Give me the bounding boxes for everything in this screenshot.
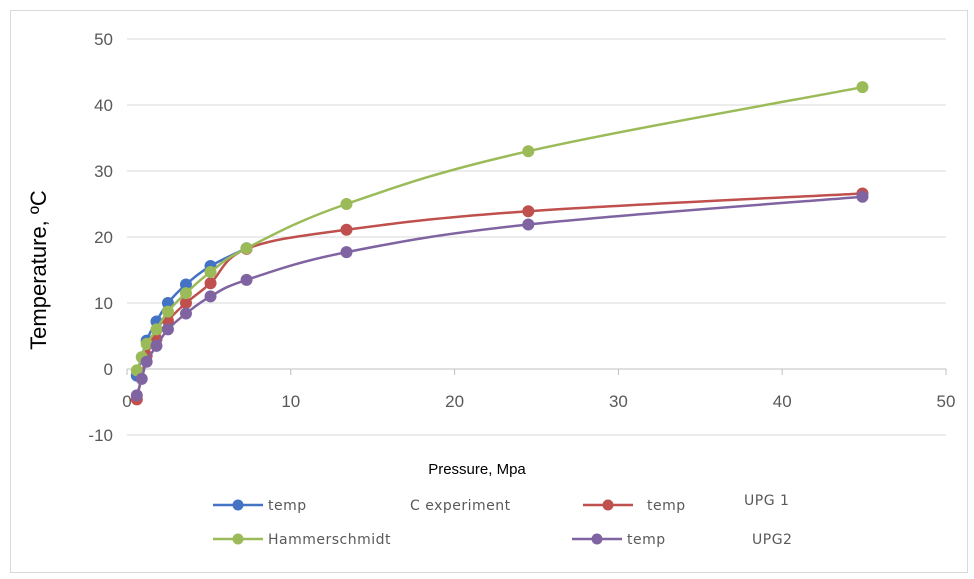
legend-label-temp-c-experiment-text: C experiment <box>410 498 511 514</box>
series-line-temp-upg2 <box>135 195 863 396</box>
legend-label-temp-upg2-text: UPG2 <box>752 532 792 548</box>
data-point-hammerschmidt <box>161 305 174 318</box>
data-point-temp-upg2 <box>340 246 353 259</box>
data-point-temp-upg2 <box>204 290 217 303</box>
data-point-hammerschmidt <box>140 337 153 350</box>
legend-label-temp-upg1-text: UPG 1 <box>744 493 789 509</box>
y-tick-label: 0 <box>104 360 113 379</box>
y-axis-title: Temperature, ºC <box>26 190 51 350</box>
legend-label-hammerschmidt: Hammerschmidt <box>268 532 391 548</box>
series-group <box>130 81 869 406</box>
data-point-temp-upg2 <box>856 190 869 203</box>
gridlines <box>126 38 947 436</box>
x-tick-label: 40 <box>773 392 792 411</box>
x-tick-label: 30 <box>609 392 628 411</box>
legend-marker-temp-c-experiment <box>232 499 244 511</box>
x-tick-label: 0 <box>122 392 131 411</box>
legend-marker-temp-upg2 <box>591 533 603 545</box>
y-tick-label: 30 <box>94 162 113 181</box>
legend-label-temp-upg1-word: temp <box>647 498 686 514</box>
data-point-temp-upg2 <box>179 307 192 320</box>
data-point-temp-upg2 <box>135 372 148 385</box>
legend-label-temp-upg2-word: temp <box>627 532 666 548</box>
chart-frame <box>10 10 968 573</box>
data-point-hammerschmidt <box>340 198 353 210</box>
data-point-temp-upg2 <box>150 339 163 352</box>
data-point-temp-upg2 <box>140 355 153 368</box>
data-point-temp-upg2 <box>130 389 143 402</box>
legend-label-temp-c-experiment-word: temp <box>268 498 307 514</box>
data-point-hammerschmidt <box>856 81 869 94</box>
legend: temp C experiment temp UPG 1 Hammerschmi… <box>213 493 792 548</box>
data-point-temp-upg-1 <box>522 205 535 218</box>
data-point-temp-upg2 <box>522 218 535 231</box>
data-point-temp-c-experiment <box>161 297 174 309</box>
legend-marker-hammerschmidt <box>232 533 244 545</box>
data-point-hammerschmidt <box>179 287 192 300</box>
x-axis-title: Pressure, Mpa <box>428 461 526 478</box>
data-point-hammerschmidt <box>240 242 253 255</box>
y-tick-label: 20 <box>94 228 113 247</box>
y-tick-labels: -10 0 10 20 30 40 50 <box>88 30 113 445</box>
y-tick-label: 50 <box>94 30 113 49</box>
data-point-temp-upg-1 <box>179 297 192 309</box>
x-tick-label: 10 <box>281 392 300 411</box>
x-tick-labels: 0 10 20 30 40 50 <box>122 392 955 411</box>
x-tick-label: 50 <box>937 392 956 411</box>
data-point-temp-upg2 <box>161 323 174 336</box>
data-point-temp-upg-1 <box>204 277 217 290</box>
series-line-temp-upg-1 <box>135 192 863 400</box>
data-point-hammerschmidt <box>150 323 163 336</box>
data-point-temp-upg2 <box>240 273 253 286</box>
x-tick-label: 20 <box>445 392 464 411</box>
data-point-hammerschmidt <box>522 145 535 158</box>
data-point-hammerschmidt <box>204 265 217 278</box>
data-point-temp-upg-1 <box>340 223 353 236</box>
legend-marker-temp-upg1 <box>602 499 614 511</box>
y-tick-label: 10 <box>94 294 113 313</box>
y-tick-label: 40 <box>94 96 113 115</box>
data-point-temp-c-experiment <box>179 278 192 291</box>
y-tick-label: -10 <box>88 426 113 445</box>
